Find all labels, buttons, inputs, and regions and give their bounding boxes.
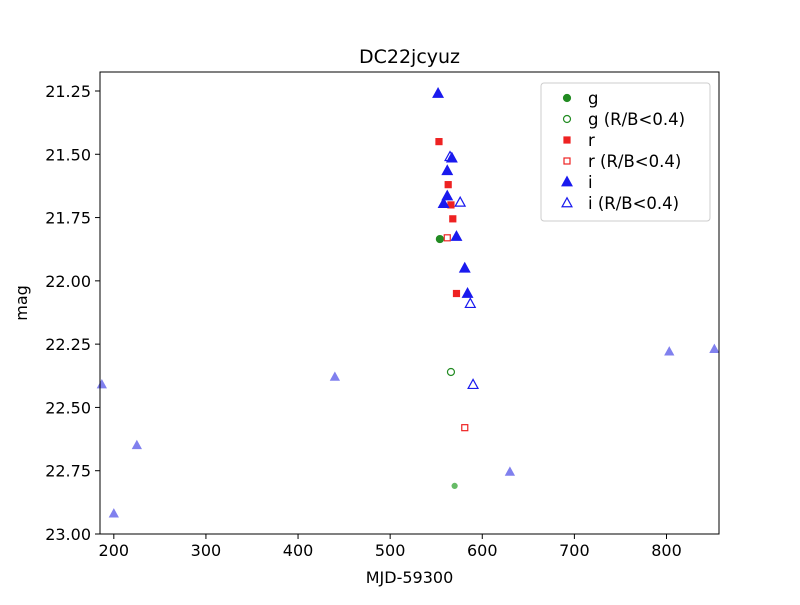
- data-point-r-r-b-0-4: [443, 234, 451, 242]
- x-tick-label: 200: [99, 541, 130, 560]
- data-point-r: [449, 215, 457, 223]
- data-point-i: [437, 197, 450, 209]
- legend-label-r-r-b-0-4: r (R/B<0.4): [588, 152, 681, 171]
- data-point-i: [458, 261, 471, 273]
- x-tick-label: 500: [375, 541, 406, 560]
- x-tick-label: 300: [191, 541, 222, 560]
- legend-label-r: r: [588, 131, 595, 150]
- chart-title: DC22jcyuz: [359, 46, 460, 68]
- data-point-i: [441, 189, 454, 201]
- legend-marker-g-r-b-0-4: [562, 114, 572, 124]
- y-tick-label: 23.00: [45, 525, 91, 544]
- y-tick-label: 22.00: [45, 272, 91, 291]
- faint-data-point: [451, 482, 458, 490]
- faint-data-point: [329, 371, 341, 381]
- data-point-r: [452, 289, 461, 298]
- axes-frame: [99, 71, 720, 535]
- plot-area: [96, 87, 720, 518]
- legend-label-i: i: [588, 173, 593, 192]
- x-tick-label: 700: [559, 541, 590, 560]
- y-axis: 21.25 21.50 21.75 22.00 22.25 22.50 22.75 23.00: [45, 82, 100, 544]
- data-point-i-r-b-0-4: [454, 195, 467, 207]
- y-axis-label: mag: [12, 285, 31, 321]
- data-point-i: [441, 164, 454, 176]
- y-tick-label: 22.25: [45, 335, 91, 354]
- faint-data-point: [709, 343, 720, 353]
- data-point-r: [444, 181, 452, 189]
- legend-marker-i-r-b-0-4: [561, 196, 573, 208]
- x-tick-label: 400: [283, 541, 314, 560]
- y-tick-label: 22.50: [45, 398, 91, 417]
- data-point-r: [447, 201, 455, 209]
- x-tick-label: 600: [467, 541, 498, 560]
- y-tick-label: 21.50: [45, 145, 91, 164]
- legend-marker-i: [561, 175, 573, 187]
- data-point-r-r-b-0-4: [461, 424, 469, 432]
- faint-data-point: [131, 439, 142, 450]
- y-tick-label: 22.75: [45, 462, 91, 481]
- faint-data-point: [108, 508, 119, 518]
- data-point-g: [435, 234, 444, 244]
- data-point-i: [450, 230, 463, 241]
- legend-marker-r: [563, 136, 571, 144]
- x-axis-label: MJD-59300: [366, 568, 454, 587]
- legend-label-i-r-b-0-4: i (R/B<0.4): [588, 194, 679, 213]
- y-tick-label: 21.25: [45, 82, 91, 101]
- legend-box: [540, 82, 711, 222]
- legend-label-g-r-b-0-4: g (R/B<0.4): [588, 110, 685, 129]
- legend-marker-g: [562, 93, 572, 103]
- legend: g g (R/B<0.4) r r (R/B<0.4) i i (R/B<0.4): [540, 82, 711, 222]
- data-point-r: [435, 138, 443, 146]
- faint-data-point: [664, 346, 675, 356]
- data-point-i: [432, 87, 445, 98]
- legend-marker-r-r-b-0-4: [563, 157, 571, 165]
- data-point-i-r-b-0-4: [464, 297, 477, 309]
- data-point-i-r-b-0-4: [467, 378, 480, 390]
- legend-label-g: g: [588, 89, 598, 108]
- faint-data-point: [96, 379, 107, 389]
- y-tick-label: 21.75: [45, 209, 91, 228]
- data-point-g-r-b-0-4: [446, 367, 456, 377]
- x-tick-label: 800: [651, 541, 682, 560]
- x-axis: 200 300 400 500 600 700 800: [99, 534, 682, 560]
- faint-data-point: [504, 466, 516, 476]
- data-point-i: [461, 287, 474, 298]
- data-point-i-r-b-0-4: [444, 150, 456, 162]
